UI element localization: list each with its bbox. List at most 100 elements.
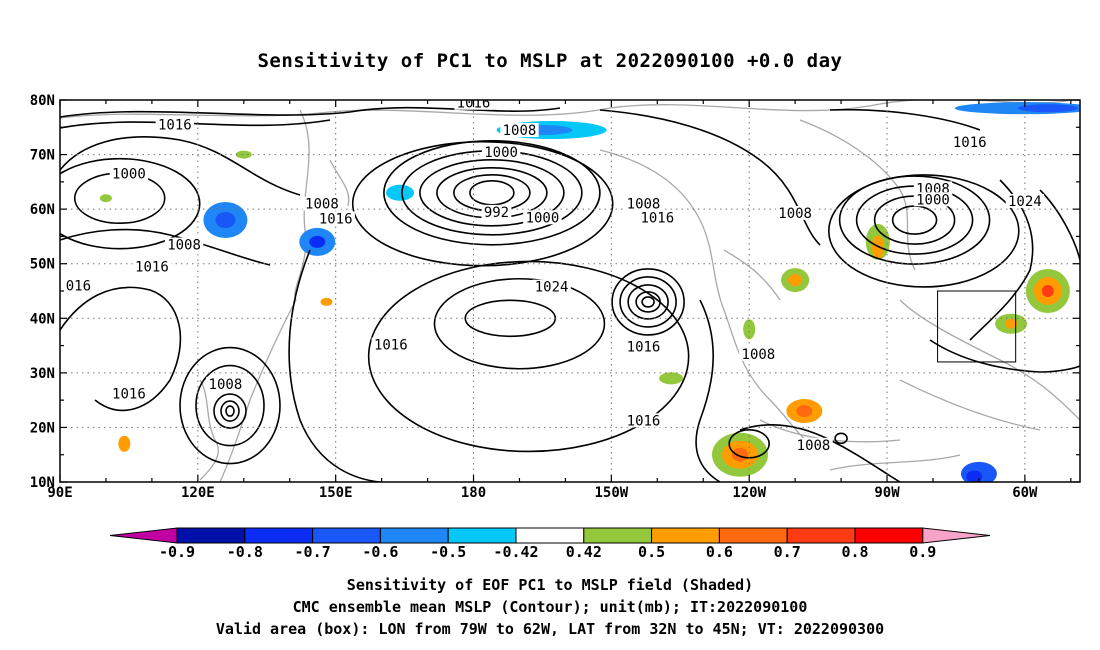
lat-label: 40N [30, 311, 55, 327]
longitude-labels: 90E 120E 150E 180 150W 120W 90W 60W [47, 485, 1038, 501]
contour-label: 1016 [953, 135, 987, 151]
coastline [829, 454, 961, 471]
colorbar-swatch [312, 527, 381, 544]
contour-label: 1016 [627, 413, 661, 429]
contour-label-bg [624, 196, 663, 211]
mslp-contour [195, 364, 265, 447]
colorbar-label: -0.6 [362, 543, 398, 561]
mslp-contour [433, 277, 606, 370]
sensitivity-region [1005, 318, 1018, 329]
lon-label: 180 [461, 485, 486, 501]
contour-label-bg [913, 181, 953, 196]
mslp-contour [288, 249, 381, 482]
sensitivity-region [118, 435, 131, 452]
colorbar-swatch [244, 527, 314, 544]
colorbar-swatch [583, 527, 653, 544]
colorbar-label: 0.8 [841, 543, 868, 561]
lat-label: 60N [30, 202, 55, 218]
colorbar-label: -0.8 [227, 543, 263, 561]
contour-label: 1008 [305, 197, 339, 213]
colorbar-label: -0.42 [493, 543, 538, 561]
mslp-contour [213, 393, 247, 429]
mslp-contour [838, 175, 991, 265]
mslp-contour [641, 296, 655, 308]
contour-label: 1008 [797, 438, 831, 454]
colorbar-swatch [515, 527, 585, 544]
sensitivity-shading [99, 102, 1080, 482]
contour-label-bg [739, 346, 778, 361]
contour-label: 1000 [916, 192, 950, 208]
lat-label: 10N [30, 475, 55, 491]
lat-label: 70N [30, 148, 55, 164]
lon-label: 90E [47, 485, 72, 501]
contour-label-bg [164, 237, 204, 252]
mslp-contour [179, 346, 281, 465]
contour-label: 1008 [778, 206, 812, 222]
mslp-contour [60, 106, 561, 118]
sensitivity-region [732, 447, 748, 462]
mslp-contour [929, 339, 1080, 373]
contour-label: 1000 [526, 210, 560, 226]
sensitivity-region [309, 235, 326, 248]
lon-label: 150W [594, 485, 628, 501]
sensitivity-region [99, 194, 112, 203]
sensitivity-region [1041, 285, 1054, 297]
sensitivity-region [871, 235, 884, 260]
mslp-contour [60, 119, 331, 129]
caption-block: Sensitivity of EOF PC1 to MSLP field (Sh… [0, 574, 1100, 640]
mslp-contour [60, 228, 271, 266]
colorbar-low-arrow [109, 527, 178, 544]
contour-label-bg [1005, 193, 1045, 208]
colorbar-swatch [379, 527, 449, 544]
mslp-contour [827, 174, 1020, 288]
contour-label-bg [950, 135, 989, 150]
contour-label-bg [638, 210, 677, 225]
contour-label: 1016 [374, 337, 408, 353]
caption-valid-area: Valid area (box): LON from 79W to 62W, L… [215, 620, 885, 638]
mslp-contour [60, 157, 201, 250]
contour-label-bg [523, 210, 562, 225]
coastline [294, 109, 310, 301]
mslp-contour [60, 136, 301, 196]
colorbar-swatch [854, 527, 924, 544]
colorbar-swatch [786, 527, 856, 544]
coastline [199, 379, 219, 481]
coastlines [60, 100, 1080, 482]
colorbar-swatch [651, 527, 720, 544]
contour-label: 016 [66, 279, 91, 295]
contour-label: 1016 [319, 211, 353, 227]
contour-label: 1024 [535, 280, 569, 296]
colorbar-label: 0.7 [774, 543, 801, 561]
lon-label: 120W [732, 485, 766, 501]
contour-label: 1008 [167, 238, 201, 254]
mslp-contour [367, 260, 690, 453]
contour-label: 1016 [640, 210, 674, 226]
contour-label-bg [481, 144, 521, 159]
contour-label: 1000 [484, 145, 518, 161]
contour-label-bg [624, 339, 663, 354]
coastline [599, 149, 821, 451]
lat-label: 50N [30, 257, 55, 273]
mslp-contour [599, 109, 821, 246]
lon-label: 90W [874, 485, 900, 501]
colorbar-label: 0.5 [638, 543, 665, 561]
mslp-contour [419, 158, 565, 227]
contour-label-bg [371, 337, 411, 352]
mslp-contour [834, 432, 848, 445]
map-title: Sensitivity of PC1 to MSLP at 2022090100… [257, 50, 843, 72]
colorbar-label: 0.9 [909, 543, 936, 561]
sensitivity-region [215, 212, 236, 229]
colorbar: -0.9 -0.8 -0.7 -0.6 -0.5 -0.42 0.42 0.5 0.6 0.7 0.… [109, 527, 991, 561]
colorbar-swatch [718, 527, 788, 544]
contour-label: 1016 [112, 387, 146, 403]
mslp-contour [220, 400, 240, 422]
contour-label-bg [624, 413, 663, 428]
coastline [799, 119, 916, 271]
contour-label-bg [109, 166, 149, 181]
contour-label-bg [316, 211, 355, 226]
contour-label-bg [913, 192, 953, 207]
mslp-contour [627, 284, 669, 320]
sensitivity-region [1017, 104, 1078, 113]
